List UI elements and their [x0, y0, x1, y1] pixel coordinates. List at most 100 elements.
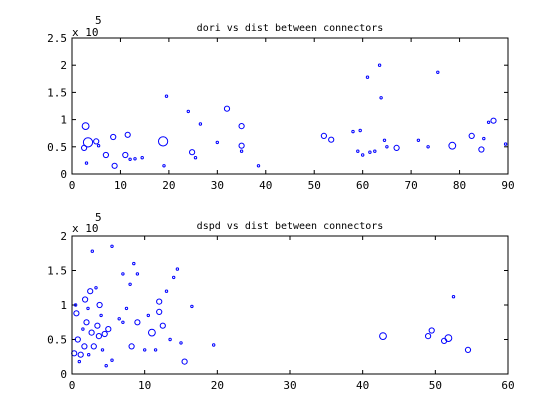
top-plot-data-point [328, 136, 335, 143]
top-plot-data-point [193, 156, 198, 160]
top-plot-data-point [164, 94, 169, 98]
bottom-plot-data-point [96, 301, 103, 309]
bottom-plot-data-point [175, 267, 180, 271]
top-plot-x-tick-label: 50 [308, 179, 321, 192]
bottom-plot-data-point [128, 343, 135, 350]
top-plot-data-point [102, 151, 110, 159]
bottom-plot-x-tick-label: 40 [356, 379, 369, 392]
top-plot-data-point [223, 105, 231, 112]
top-plot-data-point [320, 132, 327, 139]
bottom-plot-data-point [153, 348, 158, 352]
bottom-plot-data-point [428, 327, 435, 334]
bottom-plot-x-tick-label: 0 [69, 379, 76, 392]
bottom-plot-data-point [164, 289, 169, 293]
bottom-plot-x-tick-label: 10 [138, 379, 151, 392]
top-plot-data-point [84, 161, 89, 165]
bottom-plot-y-multiplier-exponent: 5 [95, 211, 102, 224]
bottom-plot-data-point [134, 319, 141, 326]
bottom-plot-y-multiplier-base: x 10 [72, 222, 99, 235]
top-plot-y-tick-label: 2.5 [47, 32, 67, 45]
bottom-plot-data-point [90, 343, 97, 350]
top-plot-data-point [110, 133, 117, 141]
top-plot-y-tick-label: 0.5 [47, 141, 67, 154]
bottom-plot-data-point [100, 348, 105, 352]
top-plot-data-point [238, 123, 245, 130]
top-plot-data-point [373, 149, 377, 153]
bottom-plot-data-point [74, 336, 81, 343]
top-plot-x-tick-label: 0 [69, 179, 76, 192]
top-plot-data-point [365, 75, 370, 79]
bottom-plot-y-tick-label: 1 [60, 299, 67, 312]
top-plot-x-tick-label: 90 [501, 179, 514, 192]
bottom-plot-data-point [444, 334, 453, 343]
top-plot-data-point [133, 157, 137, 161]
bottom-plot-data-point [159, 322, 166, 329]
top-plot-data-point [93, 138, 100, 145]
top-plot-x-tick-label: 10 [114, 179, 127, 192]
top-plot-data-point [140, 156, 144, 160]
top-plot-data-point [416, 138, 421, 143]
top-plot-x-tick-label: 30 [211, 179, 224, 192]
bottom-plot-data-point [168, 337, 172, 342]
top-plot-data-point [162, 164, 166, 168]
top-plot-data-point [385, 145, 389, 149]
top-plot-x-tick-label: 70 [404, 179, 417, 192]
bottom-plot-data-point [132, 261, 136, 266]
bottom-plot-data-point [77, 359, 82, 364]
top-plot-data-point [96, 144, 101, 148]
bottom-plot-y-tick-label: 2 [60, 230, 67, 243]
bottom-plot-data-point [464, 346, 472, 353]
top-plot-data-point [361, 153, 365, 157]
top-plot-data-point [358, 128, 362, 133]
bottom-plot-data-point [156, 308, 163, 315]
top-plot-data-point [468, 132, 475, 139]
top-plot-data-point [189, 149, 196, 156]
bottom-plot-data-point [172, 275, 176, 280]
top-plot-data-point [503, 142, 508, 146]
bottom-plot-data-point [117, 317, 121, 321]
bottom-plot-y-tick-label: 0 [60, 368, 67, 381]
bottom-plot-data-point [87, 353, 91, 357]
bottom-plot-data-point [128, 282, 132, 286]
bottom-plot-data-point [212, 343, 216, 347]
top-plot-data-point [382, 138, 387, 143]
top-plot-data-point [81, 144, 88, 151]
bottom-plot-data-point [99, 313, 103, 318]
bottom-plot-data-point [110, 244, 114, 249]
top-plot-data-point [82, 137, 94, 148]
bottom-plot-data-point [86, 306, 90, 311]
top-plot-points [81, 63, 508, 169]
top-plot-y-multiplier-base: x 10 [72, 26, 99, 39]
top-plot-title: dori vs dist between connectors [197, 23, 384, 34]
top-plot-data-point [393, 144, 400, 151]
bottom-plot-title: dspd vs dist between connectors [197, 221, 384, 232]
top-plot-data-point [238, 142, 245, 149]
top-plot-y-tick-label: 2 [60, 59, 67, 72]
top-plot-data-point [186, 109, 191, 114]
top-plot-x-tick-label: 80 [453, 179, 466, 192]
bottom-plot-data-point [135, 272, 140, 276]
bottom-plot-data-point [95, 333, 103, 340]
bottom-plot-data-point [143, 348, 147, 352]
bottom-plot-data-point [87, 288, 94, 295]
bottom-plot-data-point [121, 320, 125, 324]
bottom-plot-data-point [425, 333, 432, 340]
top-plot-y-tick-label: 1 [60, 114, 67, 127]
top-plot-y-multiplier-exponent: 5 [95, 14, 102, 27]
bottom-plot-data-point [451, 295, 456, 299]
top-plot: dori vs dist between connectors x 10 5 0… [47, 14, 515, 192]
bottom-plot-data-point [88, 329, 95, 336]
bottom-plot-data-point [101, 330, 108, 338]
top-plot-data-point [215, 140, 220, 145]
bottom-plot-x-tick-label: 20 [211, 379, 224, 392]
top-plot-y-tick-label: 1.5 [47, 86, 67, 99]
bottom-plot: dspd vs dist between connectors x 10 5 0… [47, 211, 515, 392]
bottom-plot-data-point [81, 343, 88, 350]
top-plot-y-tick-label: 0 [60, 168, 67, 181]
bottom-plot-data-point [90, 249, 95, 253]
top-plot-data-point [81, 122, 90, 130]
top-plot-data-point [368, 150, 372, 154]
top-plot-x-tick-label: 40 [259, 179, 272, 192]
bottom-plot-axes-frame [71, 235, 509, 375]
